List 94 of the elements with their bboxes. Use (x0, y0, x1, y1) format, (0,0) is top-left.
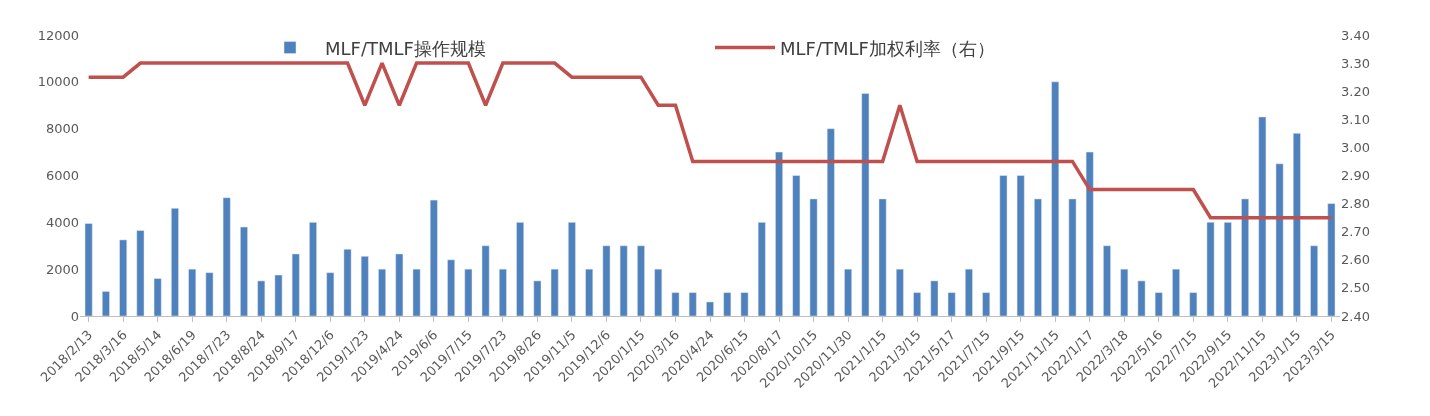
bar (499, 268, 507, 316)
legend-label: MLF/TMLF操作规模 (325, 37, 486, 59)
bar (775, 151, 783, 316)
bar (343, 249, 352, 316)
bar (240, 226, 248, 316)
bar (999, 175, 1008, 316)
bar (1085, 151, 1094, 316)
bar (274, 274, 283, 316)
y-tick-label: 6000 (45, 168, 79, 184)
bar (412, 268, 421, 316)
y2-tick-label: 2.80 (1341, 196, 1370, 212)
bar (1206, 222, 1215, 316)
y2-tick-label: 3.00 (1341, 139, 1370, 155)
legend-label: MLF/TMLF加权利率（右） (780, 37, 995, 59)
bar (671, 292, 680, 316)
bar (602, 245, 611, 316)
bar (1189, 292, 1198, 316)
bar (516, 222, 525, 316)
bar (1103, 245, 1111, 316)
y-tick-label: 12000 (37, 27, 79, 43)
bar (930, 280, 939, 316)
bar (1016, 175, 1025, 316)
y2-tick-label: 3.30 (1341, 55, 1370, 71)
y-tick-label: 2000 (45, 261, 79, 277)
bar (757, 222, 766, 316)
bar (895, 268, 904, 316)
bar (102, 291, 110, 316)
bar (395, 253, 404, 316)
bar (706, 301, 714, 316)
bar (861, 93, 870, 316)
bar (792, 175, 801, 316)
bar (1310, 245, 1318, 316)
bar (1241, 198, 1249, 316)
bar (585, 268, 594, 316)
y2-tick-label: 2.70 (1341, 224, 1370, 240)
bar (291, 253, 300, 316)
bar (844, 268, 852, 316)
bar (153, 278, 162, 316)
bar (464, 268, 473, 316)
bar (1172, 268, 1180, 316)
bar (740, 292, 749, 316)
y2-tick-label: 2.90 (1341, 168, 1370, 184)
bar (1051, 81, 1060, 316)
bar (826, 128, 835, 316)
y-tick-label: 4000 (45, 214, 79, 230)
bar (481, 245, 490, 316)
bar (809, 198, 818, 316)
bar (136, 230, 145, 316)
bar (1223, 222, 1232, 316)
y-tick-label: 8000 (45, 121, 79, 137)
bar (550, 268, 559, 316)
bar (1068, 198, 1077, 316)
bar (1154, 292, 1163, 316)
bar (188, 268, 197, 316)
y2-tick-label: 3.20 (1341, 83, 1370, 99)
bar (533, 280, 542, 316)
bar (171, 208, 179, 316)
bar (654, 268, 663, 316)
bar (222, 197, 231, 316)
bar (309, 222, 317, 316)
bar (378, 268, 386, 316)
bar (119, 239, 128, 316)
line-series (86, 61, 1334, 220)
bar (1137, 280, 1146, 316)
bar (1292, 133, 1301, 316)
bar (947, 292, 956, 316)
bar (1327, 203, 1336, 316)
bar (723, 292, 732, 316)
bar (429, 199, 438, 316)
bar (1120, 268, 1129, 316)
y2-tick-label: 2.60 (1341, 252, 1370, 268)
y-tick-label: 10000 (37, 74, 79, 90)
bar (1258, 116, 1267, 316)
bar (360, 256, 369, 316)
bar (965, 268, 973, 316)
bar (84, 223, 93, 316)
y2-tick-label: 2.50 (1341, 280, 1370, 296)
bar (568, 222, 576, 316)
bar (1034, 198, 1042, 316)
bar (982, 292, 991, 316)
bar (447, 259, 455, 316)
bar (619, 245, 628, 316)
bar (1275, 163, 1284, 316)
bar (913, 292, 921, 316)
y-tick-label: 0 (70, 308, 79, 324)
bar (326, 272, 335, 316)
y2-tick-label: 3.10 (1341, 111, 1370, 127)
bar (878, 198, 887, 316)
bar (637, 245, 645, 316)
bar (688, 292, 697, 316)
bar (205, 272, 214, 316)
y2-tick-label: 2.40 (1341, 308, 1370, 324)
bar (257, 280, 266, 316)
y2-tick-label: 3.40 (1341, 27, 1370, 43)
